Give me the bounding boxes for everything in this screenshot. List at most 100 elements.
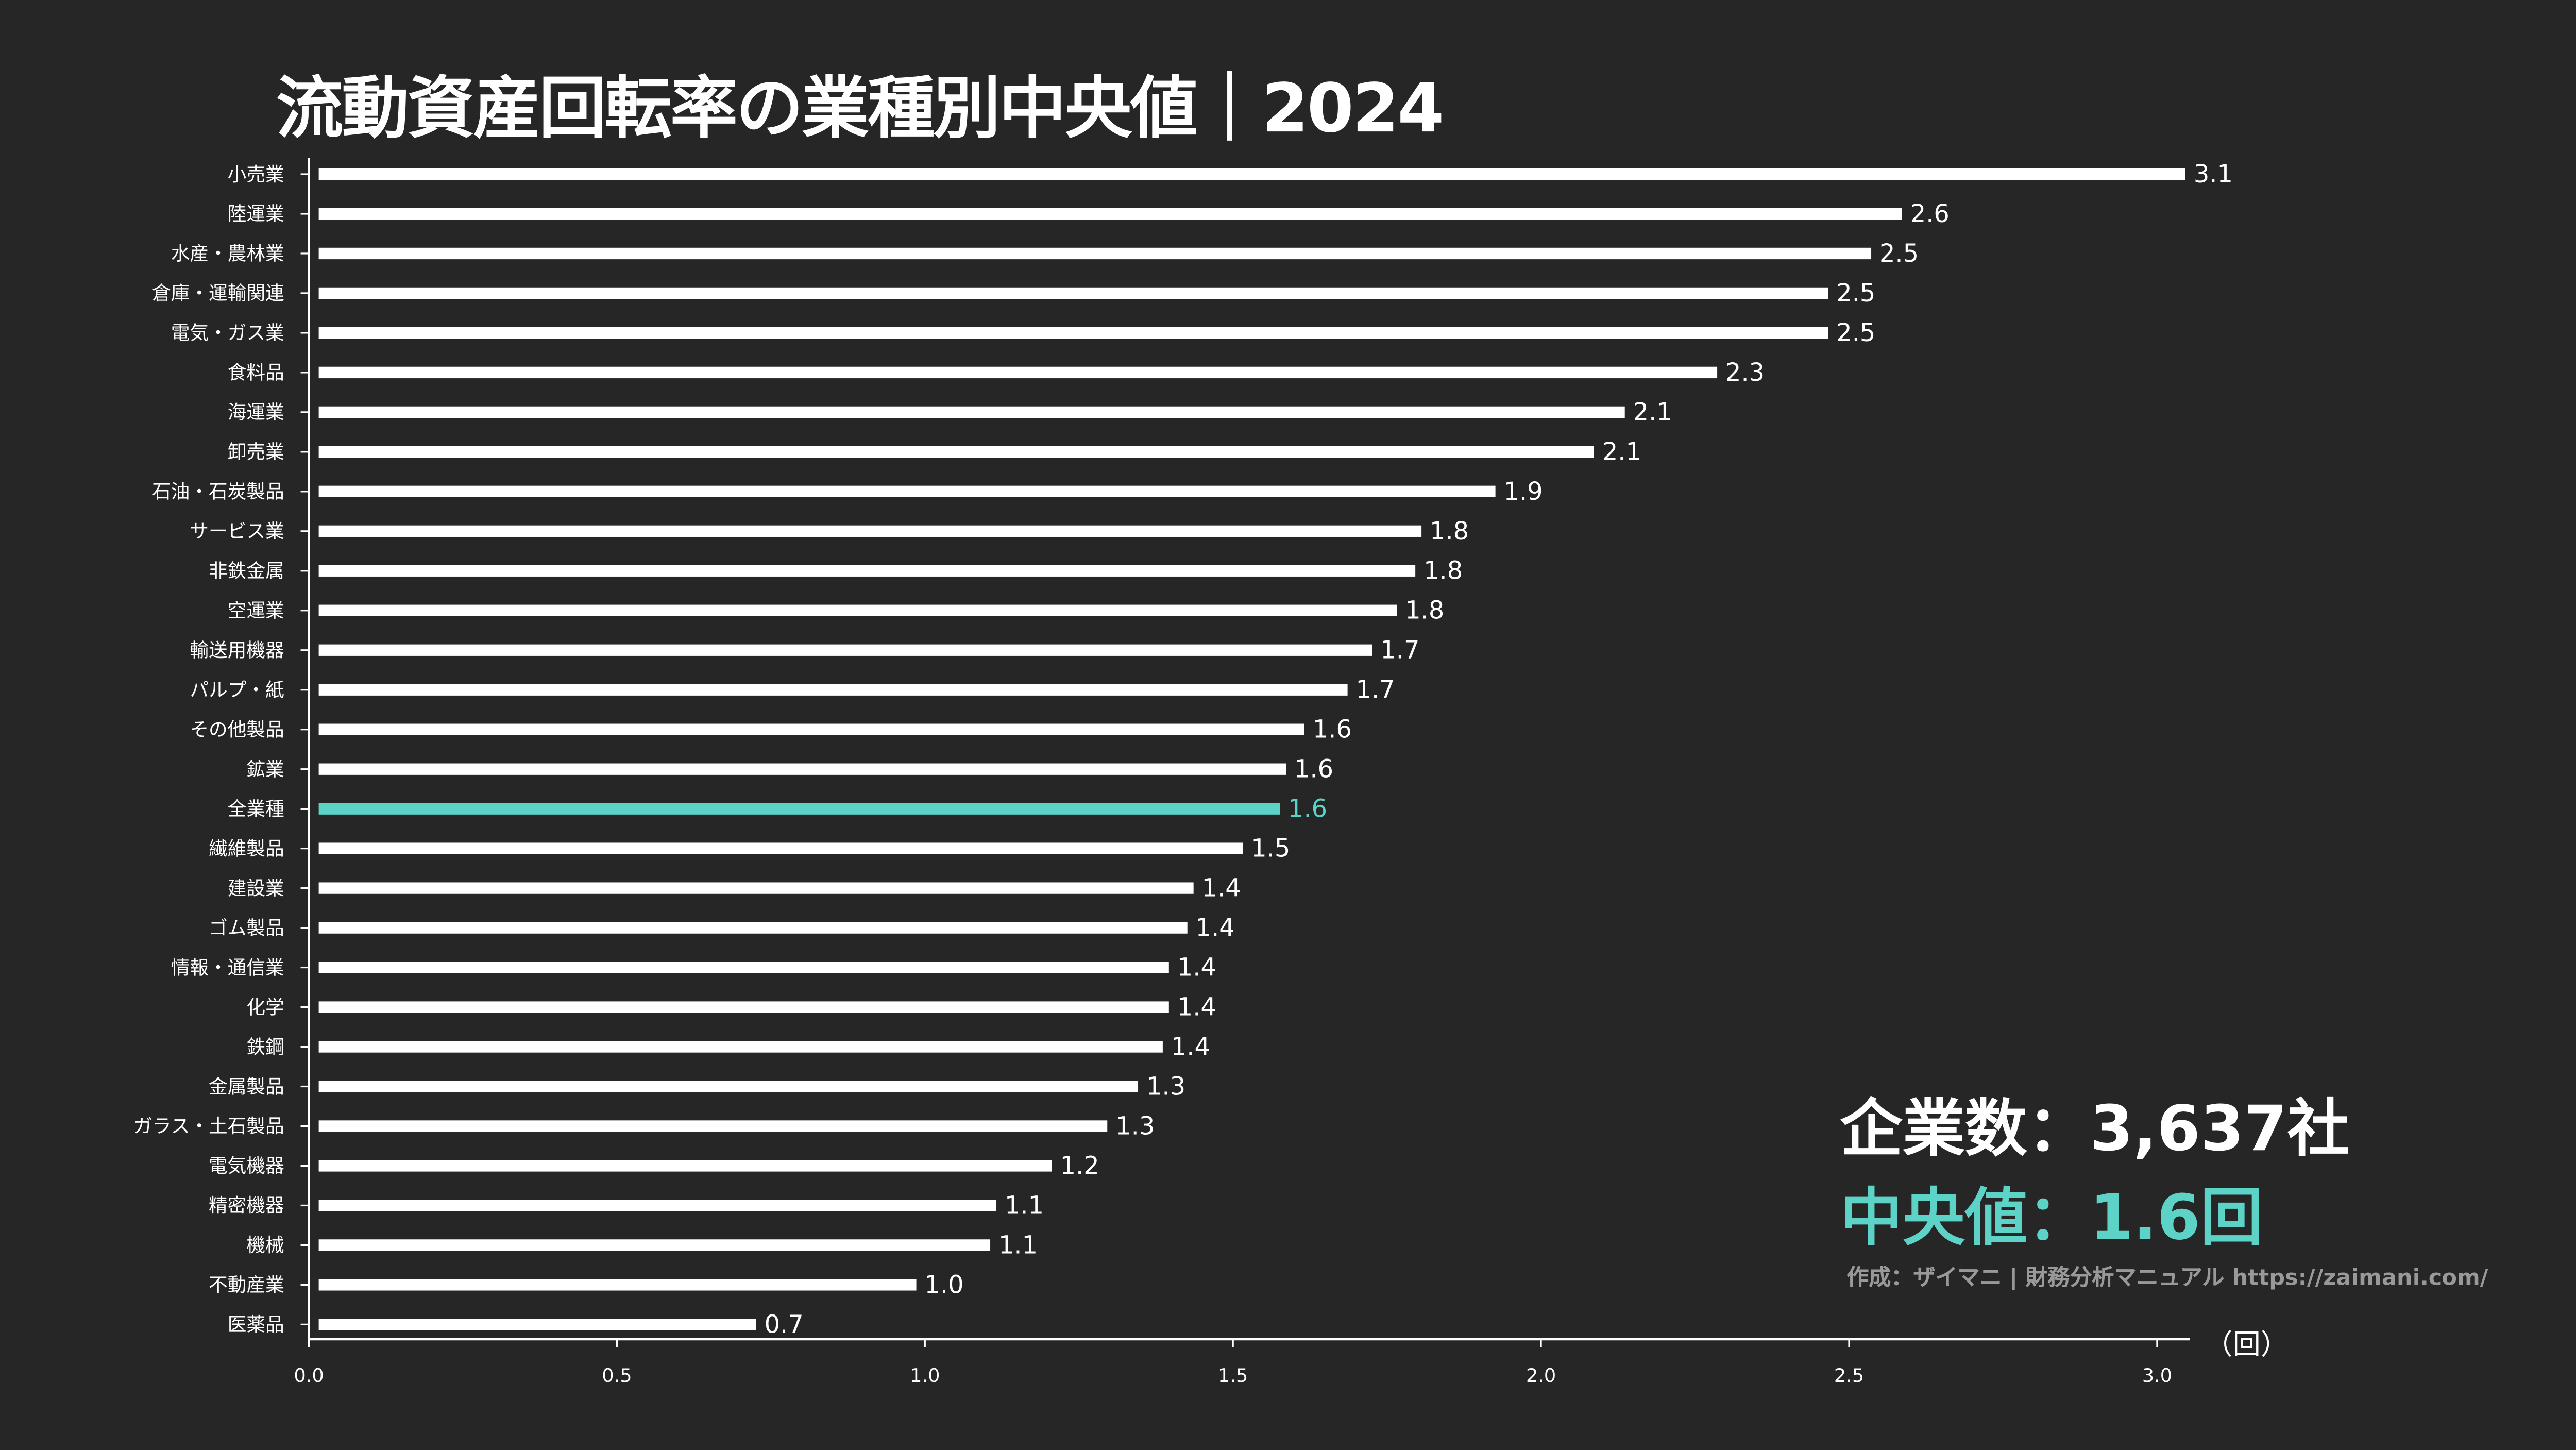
bar [318, 1120, 1108, 1132]
bar [318, 208, 1902, 220]
x-tick-label: 2.5 [1834, 1364, 1864, 1387]
category-label: 情報・通信業 [171, 956, 284, 979]
category-label: 卸売業 [228, 441, 284, 463]
bar [318, 485, 1496, 497]
value-label: 0.7 [765, 1310, 804, 1339]
bar [318, 962, 1169, 973]
value-label: 2.1 [1602, 438, 1641, 466]
category-label: 水産・農林業 [171, 243, 284, 265]
category-label: 化学 [246, 996, 284, 1018]
bar [318, 922, 1188, 934]
bar [318, 604, 1397, 616]
x-tick-label: 2.0 [1526, 1364, 1556, 1387]
category-label: 小売業 [228, 163, 284, 186]
x-tick-label: 3.0 [2142, 1364, 2172, 1387]
bar [318, 287, 1828, 299]
category-label: パルプ・紙 [190, 679, 284, 701]
category-label: 精密機器 [209, 1194, 284, 1217]
x-tick-label: 1.0 [910, 1364, 940, 1387]
value-label: 1.8 [1405, 597, 1444, 625]
bar [318, 247, 1872, 260]
bar [318, 525, 1422, 537]
value-label: 1.1 [1005, 1191, 1044, 1220]
chart-title: 流動資産回転率の業種別中央値｜2024 [276, 69, 1445, 148]
value-label: 1.8 [1423, 557, 1463, 585]
value-label: 2.6 [1910, 200, 1950, 228]
value-label: 1.1 [998, 1231, 1038, 1259]
value-label: 1.4 [1177, 954, 1216, 982]
credit-text: 作成：ザイマニ | 財務分析マニュアル https://zaimani.com/ [1846, 1265, 2488, 1292]
value-label: 3.1 [2194, 160, 2233, 189]
category-label: 陸運業 [228, 203, 284, 225]
bar [318, 366, 1718, 379]
company-count: 企業数：3,637社 [1840, 1092, 2350, 1165]
bar [318, 1001, 1169, 1013]
bar [318, 684, 1348, 696]
bar [318, 644, 1372, 656]
bar [318, 446, 1594, 458]
value-label: 1.0 [924, 1271, 963, 1299]
value-label: 1.6 [1294, 755, 1333, 784]
bar [318, 803, 1280, 815]
category-label: 金属製品 [209, 1075, 284, 1098]
category-label: 電気・ガス業 [171, 322, 284, 344]
bar [318, 723, 1304, 735]
category-label: 鉱業 [246, 758, 284, 780]
category-label: 繊維製品 [209, 837, 284, 859]
value-label: 2.5 [1836, 319, 1875, 347]
x-tick-label: 1.5 [1218, 1364, 1248, 1387]
value-label: 1.3 [1115, 1112, 1155, 1140]
value-label: 1.4 [1177, 993, 1216, 1021]
bar [318, 168, 2185, 180]
category-label: 空運業 [228, 600, 284, 622]
bar [318, 842, 1243, 854]
category-label: 海運業 [228, 401, 284, 424]
value-label: 1.7 [1380, 636, 1419, 665]
bar [318, 1239, 991, 1251]
value-label: 2.5 [1836, 279, 1875, 308]
bar [318, 882, 1194, 894]
value-label: 1.4 [1171, 1033, 1210, 1061]
x-tick-label: 0.0 [294, 1364, 324, 1387]
x-tick-label: 0.5 [602, 1364, 632, 1387]
value-label: 1.7 [1356, 676, 1395, 704]
category-label: ガラス・土石製品 [133, 1115, 284, 1137]
value-label: 2.3 [1725, 359, 1765, 387]
category-label: サービス業 [190, 520, 284, 543]
category-label: 電気機器 [209, 1155, 284, 1177]
bar [318, 1279, 917, 1291]
bar [318, 1160, 1052, 1172]
bar [318, 406, 1625, 418]
category-label: ゴム製品 [209, 917, 284, 939]
median-value: 中央値：1.6回 [1840, 1181, 2263, 1254]
value-label: 1.9 [1504, 478, 1543, 506]
value-label: 2.5 [1879, 240, 1919, 268]
value-label: 1.2 [1060, 1152, 1099, 1180]
x-axis-unit-label: （回） [2205, 1329, 2289, 1362]
category-label: 全業種 [228, 798, 284, 820]
bar [318, 327, 1828, 339]
category-label: 輸送用機器 [190, 639, 284, 661]
bar [318, 1081, 1139, 1092]
value-label: 1.6 [1313, 716, 1352, 744]
value-label: 1.4 [1196, 914, 1235, 942]
bar [318, 763, 1286, 775]
category-label: 鉄鋼 [246, 1036, 284, 1058]
category-label: 不動産業 [209, 1274, 284, 1296]
category-label: 医薬品 [228, 1313, 284, 1336]
category-label: 建設業 [228, 877, 284, 899]
category-label: 食料品 [228, 362, 284, 384]
category-label: 石油・石炭製品 [152, 481, 284, 503]
value-label: 1.4 [1202, 874, 1241, 903]
category-label: 倉庫・運輸関連 [152, 282, 284, 305]
value-label: 1.3 [1146, 1072, 1185, 1101]
value-label: 1.8 [1430, 517, 1469, 546]
category-label: その他製品 [190, 718, 284, 740]
category-label: 非鉄金属 [209, 560, 284, 582]
value-label: 1.6 [1288, 795, 1327, 823]
bar [318, 1041, 1163, 1053]
category-label: 機械 [246, 1234, 284, 1256]
bar [318, 1319, 756, 1330]
